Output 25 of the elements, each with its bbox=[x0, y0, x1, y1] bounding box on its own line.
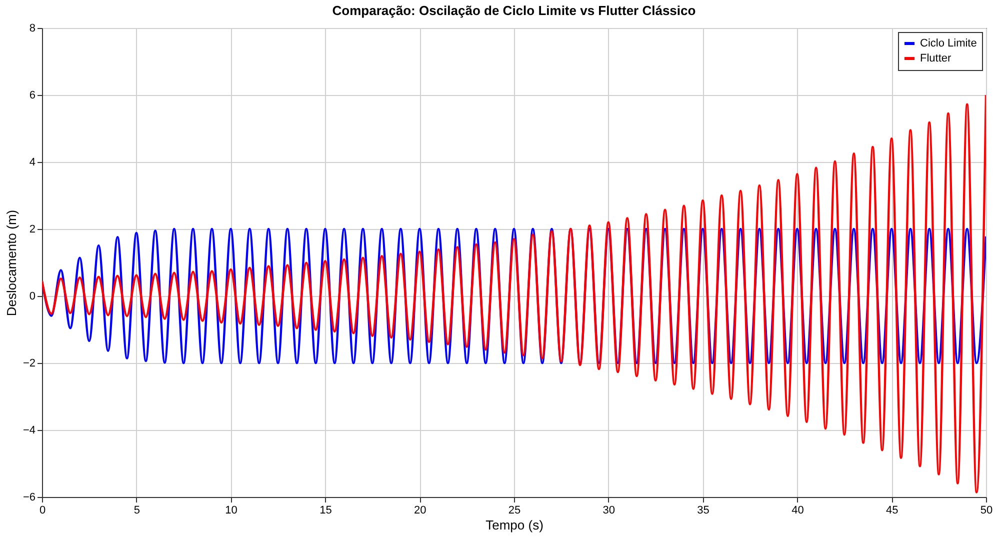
x-tick-label: 15 bbox=[320, 504, 332, 516]
y-tick-label: −6 bbox=[22, 492, 36, 504]
x-tick-label: 0 bbox=[39, 504, 46, 516]
x-axis-title: Tempo (s) bbox=[486, 518, 544, 532]
x-tick-label: 20 bbox=[414, 504, 426, 516]
y-tick-label: −2 bbox=[22, 358, 36, 370]
x-tick-label: 25 bbox=[508, 504, 521, 516]
x-tick-label: 10 bbox=[225, 504, 238, 516]
x-tick-label: 35 bbox=[697, 504, 710, 516]
y-tick-label: 4 bbox=[29, 156, 36, 168]
legend-label: Ciclo Limite bbox=[920, 38, 977, 50]
legend-label: Flutter bbox=[920, 52, 952, 64]
x-tick-label: 5 bbox=[134, 504, 140, 516]
x-tick-label: 45 bbox=[886, 504, 898, 516]
y-tick-label: 0 bbox=[29, 290, 36, 302]
y-tick-label: 8 bbox=[29, 22, 36, 34]
y-tick-label: −4 bbox=[22, 424, 36, 436]
y-tick-label: 6 bbox=[29, 90, 36, 102]
chart-title: Comparação: Oscilação de Ciclo Limite vs Flutter Clássico bbox=[332, 3, 696, 18]
y-tick-label: 2 bbox=[29, 224, 36, 236]
x-tick-label: 30 bbox=[602, 504, 616, 516]
line-series bbox=[42, 94, 986, 494]
x-tick-label: 50 bbox=[980, 504, 993, 516]
x-tick-label: 40 bbox=[792, 504, 804, 516]
y-axis-title: Deslocamento (m) bbox=[4, 210, 19, 316]
